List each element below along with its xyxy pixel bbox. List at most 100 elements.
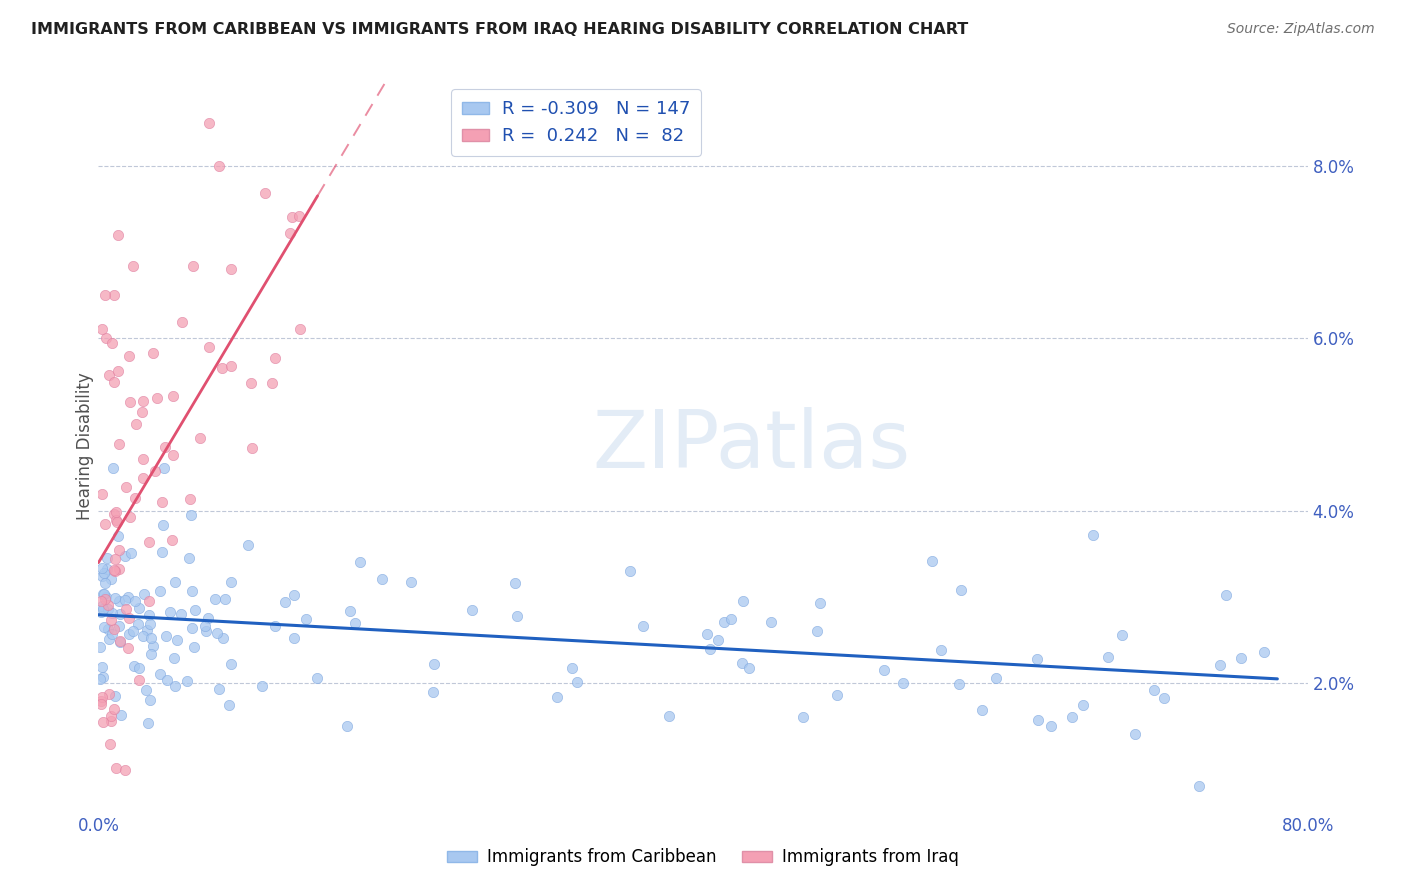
Point [131,405,153,419]
Text: IMMIGRANTS FROM CARIBBEAN VS IMMIGRANTS FROM IRAQ HEARING DISABILITY CORRELATION: IMMIGRANTS FROM CARIBBEAN VS IMMIGRANTS … [31,22,969,37]
Point [181,583,204,598]
Point [108,543,131,558]
Point [188,431,211,445]
Point [103,460,125,475]
Point [124,593,146,607]
Text: ZIPatlas: ZIPatlas [592,407,911,485]
Point [150,495,173,509]
Point [1143,683,1166,698]
Point [503,576,526,591]
Point [208,682,231,697]
Point [696,627,718,641]
Point [1123,727,1146,741]
Point [163,679,186,693]
Point [707,632,730,647]
Point [631,619,654,633]
Point [1188,779,1211,793]
Point [103,288,125,302]
Point [94,591,117,605]
Point [197,611,219,625]
Point [1153,690,1175,705]
Point [94,576,117,591]
Point [984,671,1007,685]
Point [194,619,217,633]
Point [211,361,233,376]
Point [1026,713,1049,727]
Point [105,515,128,529]
Point [103,701,125,715]
Point [139,647,162,661]
Point [163,650,186,665]
Point [274,595,297,609]
Point [115,602,138,616]
Point [97,368,120,383]
Point [118,611,141,625]
Point [104,552,127,566]
Point [1039,719,1062,733]
Point [89,672,111,686]
Point [180,508,202,523]
Point [294,612,316,626]
Point [214,591,236,606]
Point [197,340,219,354]
Point [461,603,484,617]
Point [132,393,155,408]
Point [104,565,127,579]
Point [110,708,132,723]
Point [1097,650,1119,665]
Point [122,659,145,673]
Point [149,583,172,598]
Point [128,600,150,615]
Point [100,626,122,640]
Point [156,673,179,687]
Point [103,622,125,636]
Point [94,591,117,606]
Point [159,605,181,619]
Point [93,587,115,601]
Point [104,591,127,605]
Point [195,624,218,638]
Point [179,492,201,507]
Point [132,629,155,643]
Point [107,228,129,243]
Point [97,602,120,616]
Point [339,604,361,618]
Point [921,554,943,568]
Point [97,622,120,636]
Point [90,693,112,707]
Point [108,635,131,649]
Point [120,546,142,560]
Point [138,607,160,622]
Point [91,561,114,575]
Point [264,351,287,365]
Point [252,679,274,693]
Point [825,689,848,703]
Point [399,575,422,590]
Point [91,602,114,616]
Point [929,643,952,657]
Point [731,593,754,607]
Point [90,486,112,500]
Point [949,582,972,597]
Point [150,545,173,559]
Point [118,349,141,363]
Point [423,657,446,671]
Point [1215,588,1237,602]
Point [204,592,226,607]
Point [139,693,162,707]
Point [94,287,117,301]
Point [114,763,136,777]
Point [96,562,118,576]
Point [101,606,124,620]
Point [152,460,174,475]
Legend: Immigrants from Caribbean, Immigrants from Iraq: Immigrants from Caribbean, Immigrants fr… [440,842,966,873]
Point [170,315,193,329]
Point [103,507,125,521]
Point [103,563,125,577]
Point [122,624,145,639]
Point [124,491,146,505]
Point [806,624,828,638]
Point [792,710,814,724]
Point [278,226,301,240]
Point [179,551,201,566]
